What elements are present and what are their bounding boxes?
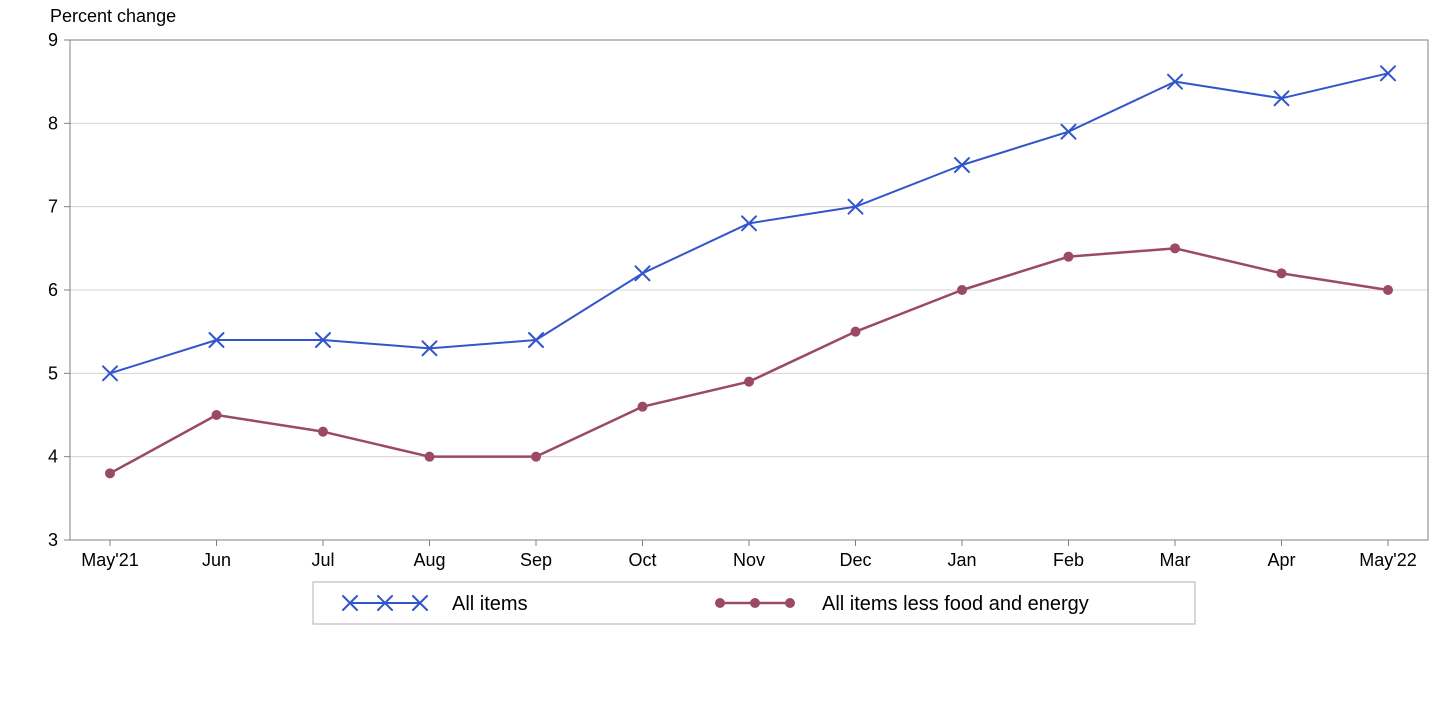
x-tick-label: Jul: [311, 550, 334, 570]
y-tick-label: 4: [48, 447, 58, 467]
x-tick-label: Feb: [1053, 550, 1084, 570]
x-tick-label: Aug: [413, 550, 445, 570]
data-marker: [750, 598, 760, 608]
data-marker: [1383, 285, 1393, 295]
y-tick-label: 3: [48, 530, 58, 550]
x-tick-label: Oct: [628, 550, 656, 570]
x-tick-label: May'21: [81, 550, 138, 570]
data-marker: [1277, 268, 1287, 278]
x-tick-label: Mar: [1160, 550, 1191, 570]
y-tick-label: 7: [48, 197, 58, 217]
legend-label: All items less food and energy: [822, 593, 1089, 615]
data-marker: [957, 285, 967, 295]
y-tick-label: 5: [48, 363, 58, 383]
line-chart: Percent change 3 4 5 6 7 8 9 May'21 Jun Jul Aug Sep O…: [0, 0, 1448, 728]
y-tick-label: 9: [48, 30, 58, 50]
data-marker: [744, 377, 754, 387]
x-tick-label: Nov: [733, 550, 765, 570]
data-marker: [105, 468, 115, 478]
legend-label: All items: [452, 593, 528, 615]
x-tick-label: May'22: [1359, 550, 1416, 570]
data-marker: [638, 402, 648, 412]
y-tick-label: 6: [48, 280, 58, 300]
data-marker: [1064, 252, 1074, 262]
data-marker: [1170, 243, 1180, 253]
data-marker: [212, 410, 222, 420]
data-marker: [531, 452, 541, 462]
data-marker: [785, 598, 795, 608]
x-tick-label: Dec: [839, 550, 871, 570]
data-marker: [715, 598, 725, 608]
data-marker: [318, 427, 328, 437]
x-tick-label: Sep: [520, 550, 552, 570]
y-axis-title: Percent change: [50, 6, 176, 26]
y-tick-label: 8: [48, 113, 58, 133]
x-tick-label: Apr: [1267, 550, 1295, 570]
x-tick-label: Jun: [202, 550, 231, 570]
x-tick-label: Jan: [947, 550, 976, 570]
data-marker: [425, 452, 435, 462]
chart-svg: Percent change 3 4 5 6 7 8 9 May'21 Jun Jul Aug Sep O…: [0, 0, 1448, 728]
data-marker: [851, 327, 861, 337]
